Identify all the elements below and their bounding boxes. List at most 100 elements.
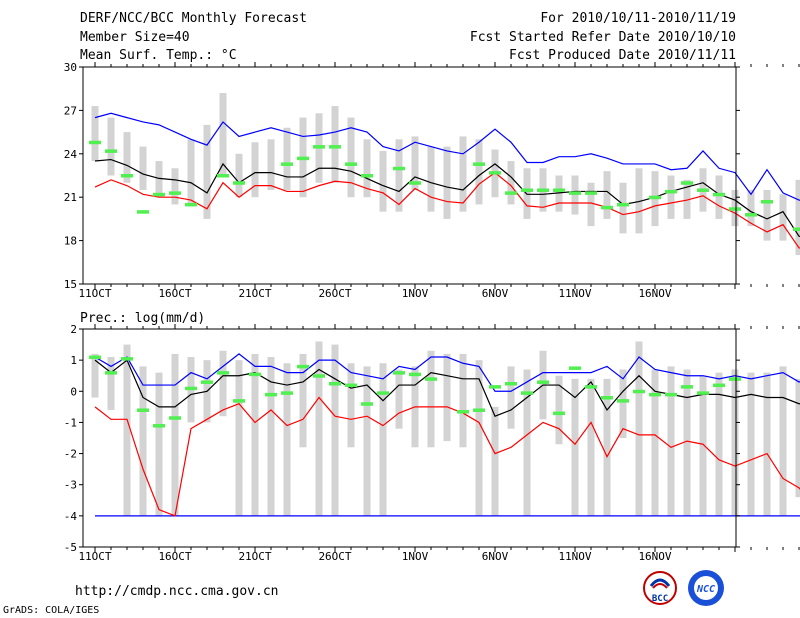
x-tick-label: 21OCT [238,287,271,300]
forecast-marker [89,355,101,360]
forecast-marker [89,140,101,145]
ensemble-box [139,146,147,190]
forecast-marker [105,149,117,153]
forecast-marker [489,171,501,175]
forecast-marker [697,391,709,395]
forecast-marker [345,383,357,388]
forecast-marker [393,371,405,375]
x-tick-label: 1NOV [402,550,429,560]
ensemble-box [635,168,643,234]
forecast-marker [713,383,725,388]
x-tick-label: 11NOV [558,287,591,300]
forecast-marker [393,166,405,171]
forecast-started: Fcst Started Refer Date 2010/10/10 [469,30,736,45]
forecast-marker [793,227,800,232]
ensemble-box [747,189,755,227]
ensemble-box [619,369,627,438]
ensemble-box [427,146,435,212]
ensemble-box [411,136,419,190]
ensemble-box [779,366,787,516]
forecast-marker [553,411,565,416]
ensemble-box [315,341,323,516]
x-tick-label: 16NOV [638,550,671,560]
x-tick-label: 11OCT [78,287,111,300]
y-tick-label: -3 [64,479,77,492]
ensemble-box [363,139,371,198]
y-tick-label: 1 [70,354,77,367]
forecast-marker [553,188,565,192]
forecast-marker [665,189,677,194]
forecast-marker [121,357,133,361]
ncc-logo: NCC [688,570,724,606]
x-tick-label: 6NOV [482,550,509,560]
forecast-marker [697,188,709,192]
forecast-marker [297,156,309,161]
ensemble-box [347,117,355,198]
ensemble-box [219,93,227,176]
forecast-marker [633,389,645,394]
forecast-marker [409,372,421,377]
forecast-marker [153,424,165,428]
y-tick-label: 24 [64,148,78,161]
x-tick-label: 26OCT [318,550,351,560]
ensemble-box [267,139,275,190]
precipitation-chart: -5 -4 -3 -2 -1 0 1 2 11OCT 16OCT 21OCT 26OCT 1NOV 6NO… [64,323,800,560]
forecast-marker [313,145,325,149]
ensemble-box [459,353,467,448]
forecast-marker [169,191,181,195]
ensemble-box [619,182,627,234]
forecast-marker [265,392,277,397]
x-year-label: 2010 [83,298,110,300]
ensemble-box [91,353,99,398]
y-tick-label: 18 [64,235,77,248]
y-tick-label: 27 [64,104,77,117]
forecast-marker [601,205,613,210]
forecast-marker [345,162,357,166]
y-tick-label: 2 [70,323,77,336]
ensemble-box [651,369,659,516]
forecast-marker [329,382,341,386]
forecast-marker [537,380,549,384]
ensemble-box [699,375,707,516]
forecast-marker [521,188,533,192]
ensemble-box [363,366,371,516]
ensemble-box [571,175,579,215]
forecast-marker [505,191,517,195]
forecast-marker [201,380,213,384]
ensemble-box [139,366,147,516]
ensemble-box [203,124,211,219]
ensemble-box [587,378,595,516]
ensemble-box [395,369,403,429]
ensemble-box [155,372,163,516]
y-tick-label: -1 [64,416,77,429]
forecast-marker [617,399,629,403]
forecast-marker [569,191,581,195]
ensemble-box [523,369,531,516]
footer-url[interactable]: http://cmdp.ncc.cma.gov.cn [75,584,279,599]
forecast-marker [649,195,661,200]
forecast-marker [409,181,421,185]
ensemble-box [171,353,179,516]
ensemble-box [443,146,451,219]
x-tick-label: 16OCT [158,287,191,300]
ensemble-box [635,341,643,516]
ensemble-box [219,350,227,417]
ensemble-box [347,363,355,448]
ensemble-box [267,357,275,516]
forecast-marker [153,192,165,197]
x-tick-label: 26OCT [318,287,351,300]
forecast-period: For 2010/10/11-2010/11/19 [540,11,736,26]
ensemble-box [763,189,771,241]
ensemble-box [283,363,291,516]
forecast-marker [361,402,373,406]
ensemble-box [763,372,771,516]
ensemble-box [491,406,499,516]
x-tick-label: 11NOV [558,550,591,560]
forecast-marker [425,377,437,381]
ensemble-box [107,117,115,176]
ensemble-box [731,369,739,516]
ensemble-box [379,363,387,516]
forecast-marker [729,207,741,211]
ensemble-box [91,106,99,162]
ensemble-box [475,139,483,205]
